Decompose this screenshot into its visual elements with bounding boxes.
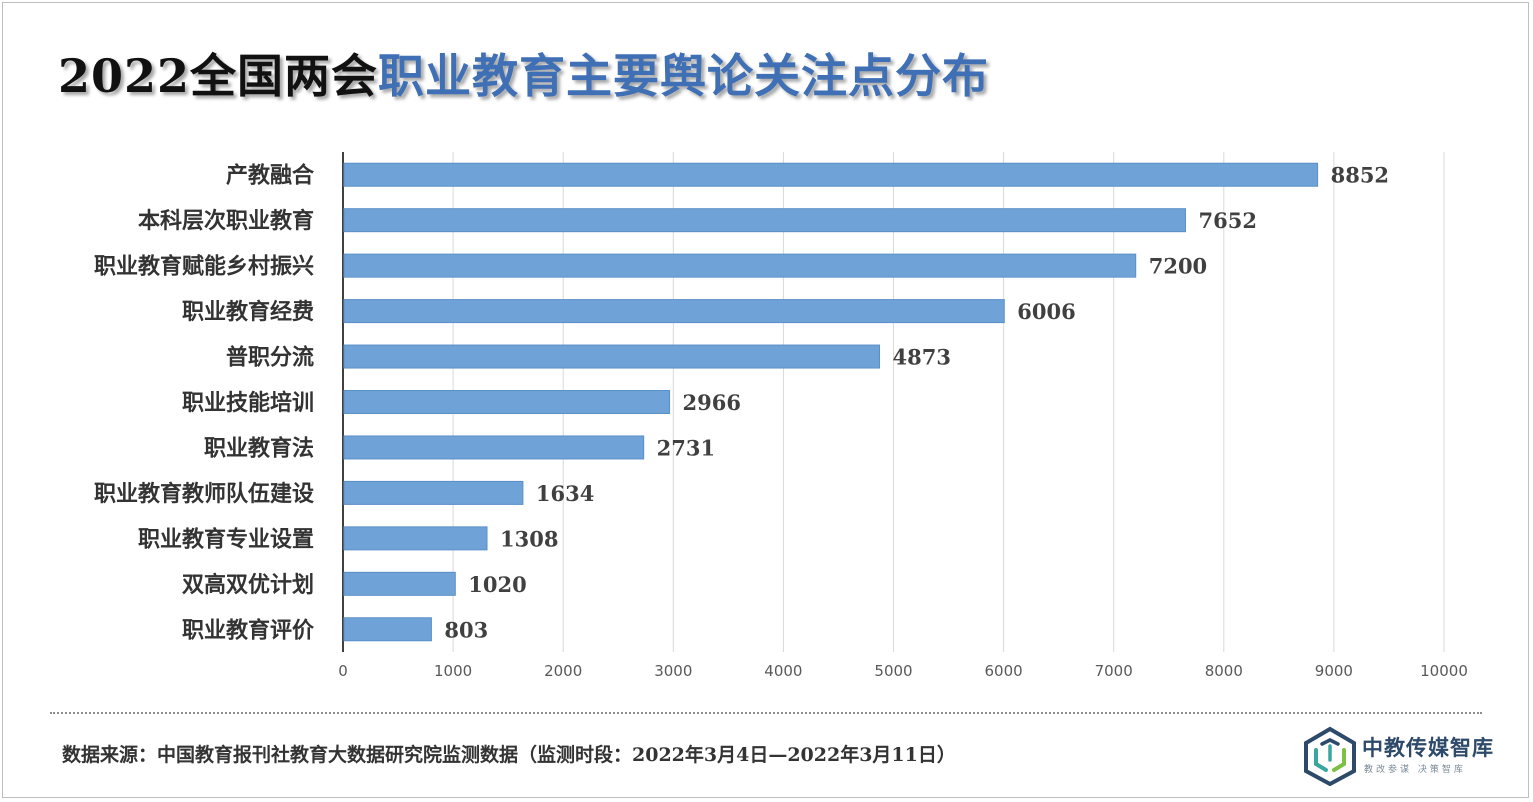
- logo-mark-icon: [1304, 726, 1356, 786]
- bar: [343, 299, 1005, 324]
- bar: [343, 480, 524, 505]
- x-tick-label: 9000: [1315, 662, 1353, 680]
- chart-title-part1: 2022全国两会: [58, 49, 379, 103]
- bar: [343, 617, 432, 642]
- category-label: 普职分流: [226, 345, 314, 371]
- bar: [343, 571, 456, 596]
- chart-title-part2: 职业教育主要舆论关注点分布: [378, 49, 990, 103]
- data-label: 1308: [500, 526, 558, 551]
- bar: [343, 162, 1319, 187]
- bar: [343, 435, 645, 460]
- data-label: 6006: [1017, 299, 1075, 324]
- data-label: 7652: [1198, 208, 1256, 233]
- bar: [343, 253, 1137, 278]
- brand-logo: 中教传媒智库 教改参谋 决策智库: [1300, 724, 1493, 788]
- logo-slogan: 教改参谋 决策智库: [1364, 765, 1466, 775]
- x-tick-label: 1000: [434, 662, 472, 680]
- data-label: 4873: [893, 345, 951, 370]
- data-label: 803: [444, 617, 488, 642]
- category-label: 职业教育赋能乡村振兴: [94, 254, 314, 280]
- category-label: 双高双优计划: [182, 572, 314, 598]
- x-tick-label: 3000: [654, 662, 692, 680]
- category-label: 职业教育经费: [182, 299, 314, 325]
- chart-title: 2022全国两会职业教育主要舆论关注点分布: [58, 40, 989, 106]
- category-label: 产教融合: [226, 163, 315, 189]
- data-label: 2966: [683, 390, 741, 415]
- category-label: 职业教育法: [204, 435, 314, 461]
- x-tick-label: 8000: [1205, 662, 1243, 680]
- bar: [343, 390, 671, 414]
- footer-divider: [50, 712, 1482, 714]
- category-label: 职业教育专业设置: [138, 526, 314, 552]
- x-tick-label: 2000: [544, 662, 582, 680]
- data-label: 1634: [536, 481, 594, 506]
- bar-chart: 0 1000 2000 3000 4000 5000 6000 7000 8000 9000 100…: [94, 152, 1468, 680]
- x-tick-label: 5000: [874, 662, 912, 680]
- category-label: 职业教育教师队伍建设: [94, 481, 314, 507]
- x-tick-label: 6000: [985, 662, 1023, 680]
- category-label: 职业技能培训: [182, 390, 314, 416]
- logo-name: 中教传媒智库: [1362, 736, 1494, 760]
- bar: [343, 208, 1186, 233]
- category-label: 职业教育评价: [182, 617, 315, 643]
- x-tick-label: 10000: [1420, 662, 1468, 680]
- data-source-note: 数据来源：中国教育报刊社教育大数据研究院监测数据（监测时段：2022年3月4日—…: [62, 744, 956, 766]
- data-label: 7200: [1149, 254, 1207, 279]
- data-label: 2731: [657, 435, 715, 460]
- bar: [343, 526, 488, 551]
- bar: [343, 344, 881, 369]
- data-label: 1020: [468, 572, 526, 597]
- x-tick-label: 7000: [1095, 662, 1133, 680]
- data-label: 8852: [1331, 163, 1389, 188]
- x-tick-label: 4000: [764, 662, 802, 680]
- category-label: 本科层次职业教育: [138, 208, 314, 234]
- x-tick-label: 0: [338, 662, 348, 680]
